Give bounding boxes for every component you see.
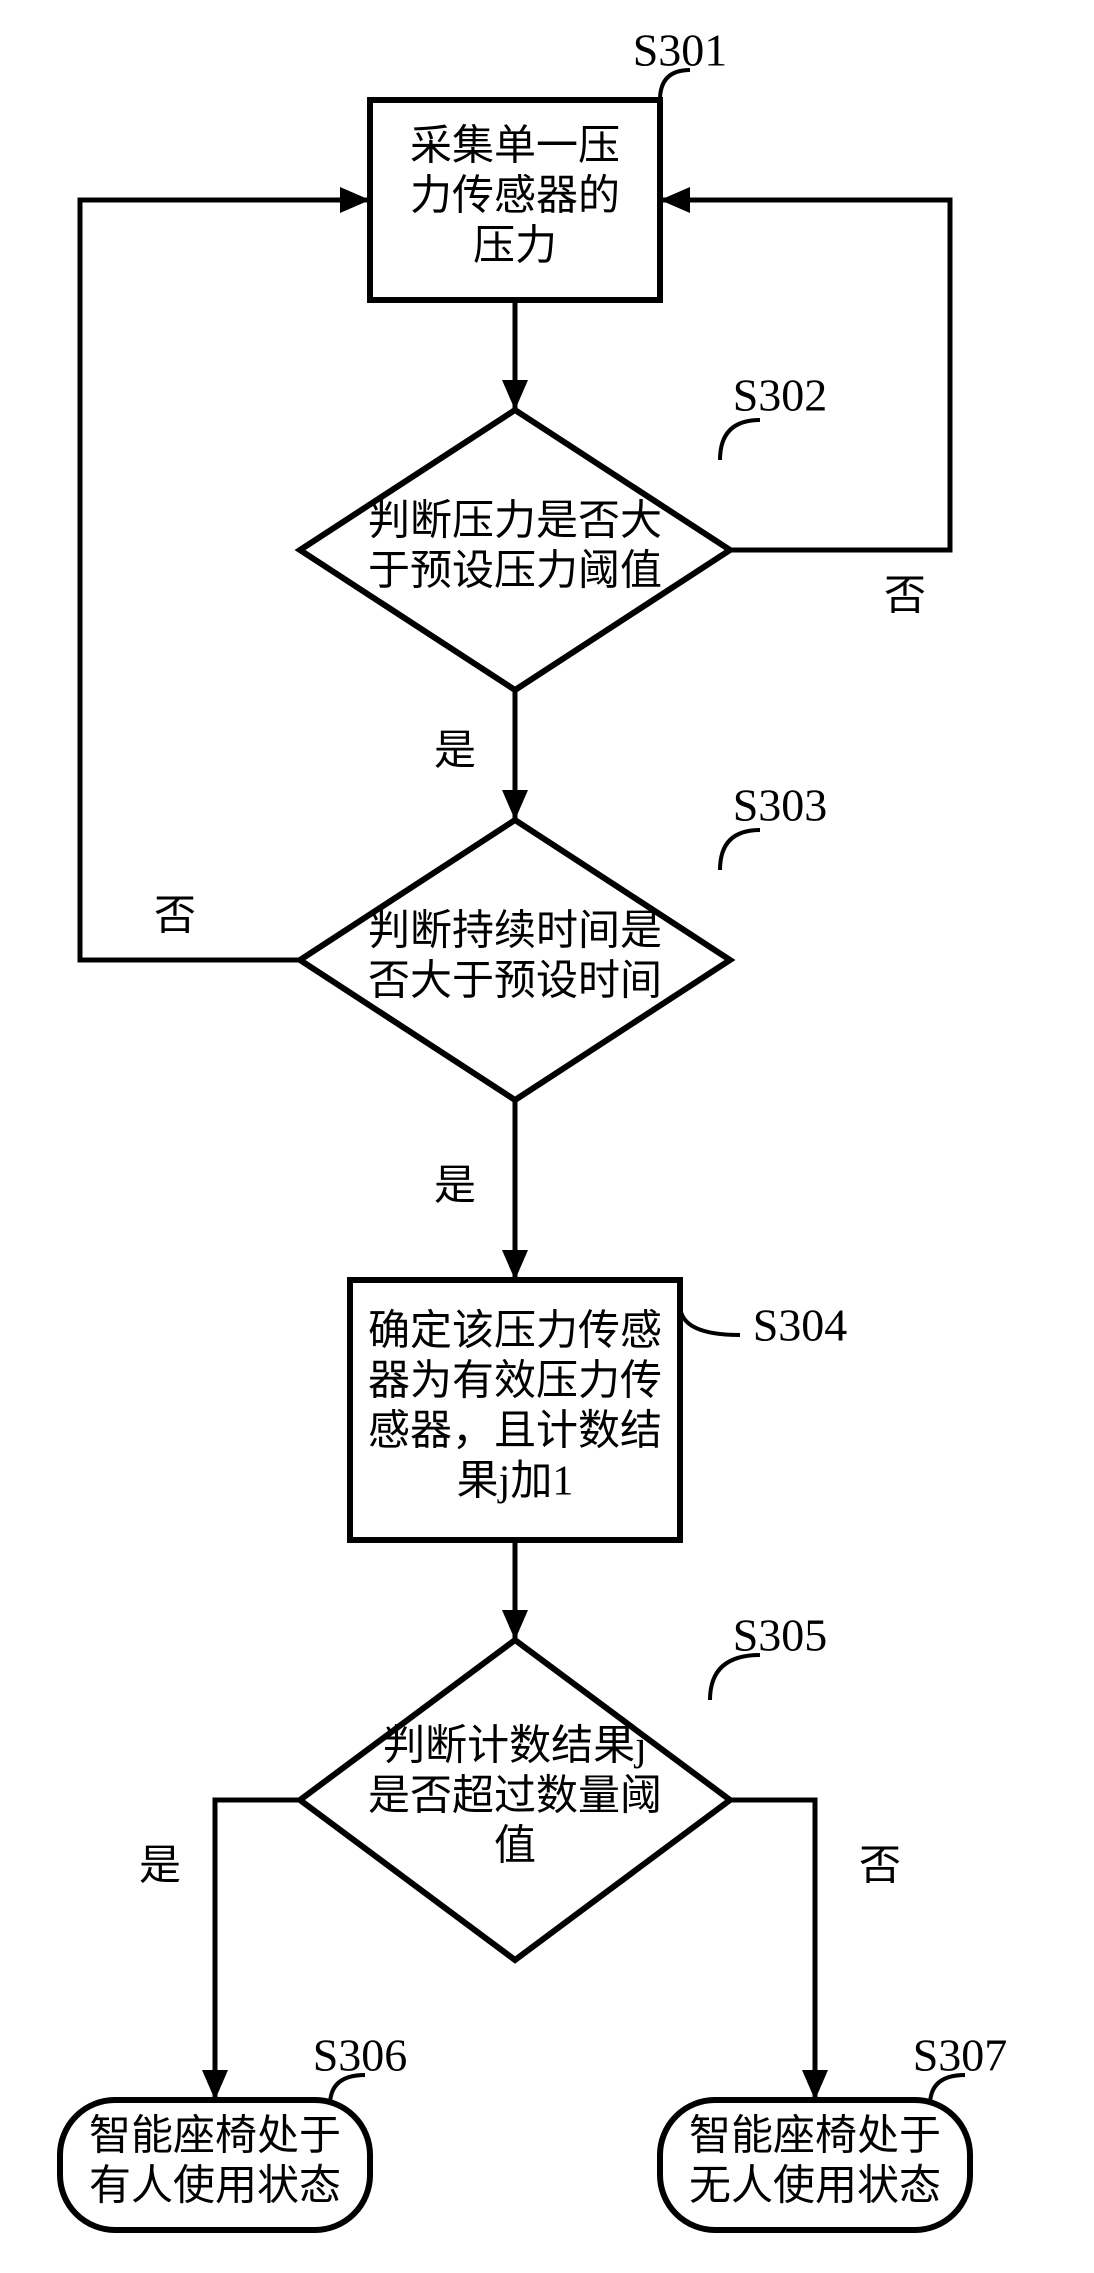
node-text-line: 智能座椅处于 <box>689 2113 941 2160</box>
node-text-line: 判断压力是否大 <box>368 499 662 545</box>
node-text-line: 感器，且计数结 <box>368 1409 662 1455</box>
node-text-line: 否大于预设时间 <box>368 959 662 1005</box>
node-text-line: 智能座椅处于 <box>89 2113 341 2160</box>
node-text-line: 于预设压力阈值 <box>368 549 662 595</box>
step-label: S304 <box>753 1300 848 1351</box>
node-text-line: 无人使用状态 <box>689 2164 941 2210</box>
node-text-line: 值 <box>494 1824 536 1870</box>
step-label: S302 <box>733 370 828 421</box>
node-text-line: 果j加1 <box>457 1459 574 1505</box>
step-label: S301 <box>633 25 728 76</box>
node-text-line: 力传感器的 <box>410 174 620 220</box>
node-text-line: 采集单一压 <box>410 124 620 170</box>
edge-label: 是 <box>434 729 476 775</box>
node-text-line: 判断计数结果j <box>383 1724 647 1770</box>
node-text-line: 有人使用状态 <box>89 2164 341 2210</box>
edge-label: 否 <box>154 894 196 940</box>
edge-label: 否 <box>884 574 926 620</box>
node-text-line: 是否超过数量阈 <box>368 1774 662 1820</box>
node-text-line: 器为有效压力传 <box>368 1359 662 1405</box>
edge-label: 否 <box>859 1844 901 1890</box>
step-label: S307 <box>913 2030 1008 2081</box>
step-label: S305 <box>733 1610 828 1661</box>
edge-label: 是 <box>434 1164 476 1210</box>
step-label: S306 <box>313 2030 408 2081</box>
step-label: S303 <box>733 780 828 831</box>
node-text-line: 压力 <box>473 224 557 270</box>
edge-label: 是 <box>139 1844 181 1890</box>
node-text-line: 判断持续时间是 <box>368 909 662 955</box>
node-text-line: 确定该压力传感 <box>368 1308 662 1355</box>
